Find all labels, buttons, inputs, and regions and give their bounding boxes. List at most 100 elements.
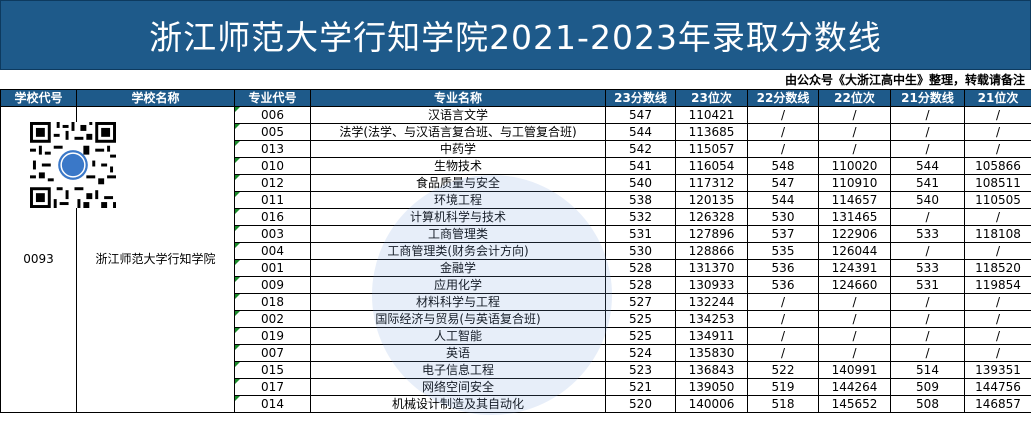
rank-21-cell: /: [964, 344, 1031, 362]
score-23-cell: 547: [605, 106, 676, 124]
rank-22-cell: 131465: [818, 208, 891, 226]
rank-23-cell: 126328: [675, 208, 748, 226]
column-header[interactable]: 22分数线: [747, 89, 819, 107]
score-23-cell: 525: [605, 327, 676, 345]
column-header[interactable]: 专业名称: [310, 89, 606, 107]
column-header[interactable]: 专业代号: [234, 89, 311, 107]
qr-code: [30, 122, 116, 208]
rank-23-cell: 127896: [675, 225, 748, 243]
score-21-cell: /: [890, 123, 965, 141]
major-code-cell: 010: [234, 157, 311, 175]
rank-23-cell: 128866: [675, 242, 748, 260]
rank-21-cell: /: [964, 310, 1031, 328]
score-23-cell: 528: [605, 276, 676, 294]
major-code-cell: 003: [234, 225, 311, 243]
table-header-row: 学校代号 学校名称 专业代号 专业名称 23分数线 23位次 22分数线 22位…: [0, 89, 1031, 107]
rank-22-cell: 114657: [818, 191, 891, 209]
major-code-cell: 015: [234, 361, 311, 379]
score-22-cell: /: [747, 140, 819, 158]
rank-21-cell: 105866: [964, 157, 1031, 175]
table-row: 003 工商管理类 531 127896 537 122906 533 118108: [1, 225, 1031, 243]
score-21-cell: /: [890, 293, 965, 311]
score-23-cell: 544: [605, 123, 676, 141]
major-name-cell: 食品质量与安全: [310, 174, 606, 192]
score-22-cell: /: [747, 344, 819, 362]
major-code-cell: 019: [234, 327, 311, 345]
rank-22-cell: /: [818, 123, 891, 141]
major-name-cell: 环境工程: [310, 191, 606, 209]
major-name-cell: 工商管理类(财务会计方向): [310, 242, 606, 260]
score-23-cell: 521: [605, 378, 676, 396]
rank-23-cell: 115057: [675, 140, 748, 158]
major-code-cell: 013: [234, 140, 311, 158]
rank-22-cell: 110020: [818, 157, 891, 175]
score-21-cell: 533: [890, 259, 965, 277]
major-name-cell: 汉语言文学: [310, 106, 606, 124]
rank-23-cell: 134253: [675, 310, 748, 328]
score-23-cell: 528: [605, 259, 676, 277]
score-23-cell: 530: [605, 242, 676, 260]
score-21-cell: /: [890, 344, 965, 362]
score-21-cell: 533: [890, 225, 965, 243]
score-21-cell: /: [890, 310, 965, 328]
rank-21-cell: /: [964, 123, 1031, 141]
column-header[interactable]: 22位次: [818, 89, 891, 107]
column-header[interactable]: 23位次: [675, 89, 748, 107]
score-21-cell: 509: [890, 378, 965, 396]
school-name-cell: 浙江师范大学行知学院: [76, 106, 235, 413]
column-header[interactable]: 学校代号: [0, 89, 77, 107]
rank-22-cell: 140991: [818, 361, 891, 379]
rank-21-cell: /: [964, 293, 1031, 311]
score-23-cell: 520: [605, 395, 676, 413]
table-row: 005 法学(法学、与汉语言复合班、与工管复合班) 544 113685// / /: [1, 123, 1031, 141]
score-23-cell: 531: [605, 225, 676, 243]
score-23-cell: 542: [605, 140, 676, 158]
score-21-cell: 540: [890, 191, 965, 209]
column-header[interactable]: 21位次: [964, 89, 1031, 107]
rank-22-cell: 124660: [818, 276, 891, 294]
score-23-cell: 524: [605, 344, 676, 362]
major-name-cell: 国际经济与贸易(与英语复合班): [310, 310, 606, 328]
rank-21-cell: 119854: [964, 276, 1031, 294]
column-header[interactable]: 23分数线: [605, 89, 676, 107]
table-row: 002 国际经济与贸易(与英语复合班) 525 134253// / /: [1, 310, 1031, 328]
score-21-cell: /: [890, 242, 965, 260]
rank-21-cell: /: [964, 208, 1031, 226]
score-22-cell: 519: [747, 378, 819, 396]
table-row: 009 应用化学 528 130933 536 124660 531 119854: [1, 276, 1031, 294]
score-23-cell: 538: [605, 191, 676, 209]
score-22-cell: 547: [747, 174, 819, 192]
rank-23-cell: 130933: [675, 276, 748, 294]
rank-23-cell: 116054: [675, 157, 748, 175]
rank-22-cell: 144264: [818, 378, 891, 396]
table-row: 0093 浙江师范大学行知学院 006 汉语言文学 547 110421// / /: [0, 106, 1031, 413]
rank-21-cell: 139351: [964, 361, 1031, 379]
rank-23-cell: 110421: [675, 106, 748, 124]
rank-23-cell: 134911: [675, 327, 748, 345]
rank-21-cell: /: [964, 242, 1031, 260]
rank-23-cell: 113685: [675, 123, 748, 141]
score-22-cell: /: [747, 106, 819, 124]
score-23-cell: 523: [605, 361, 676, 379]
column-header[interactable]: 学校名称: [76, 89, 235, 107]
rank-21-cell: 110505: [964, 191, 1031, 209]
table-row: 001 金融学 528 131370 536 124391 533 118520: [1, 259, 1031, 277]
major-code-cell: 006: [234, 106, 311, 124]
table-row: 017 网络空间安全 521 139050 519 144264 509 144756: [1, 378, 1031, 396]
rank-22-cell: /: [818, 344, 891, 362]
major-name-cell: 人工智能: [310, 327, 606, 345]
major-name-cell: 工商管理类: [310, 225, 606, 243]
major-name-cell: 材料科学与工程: [310, 293, 606, 311]
rank-22-cell: 124391: [818, 259, 891, 277]
major-name-cell: 法学(法学、与汉语言复合班、与工管复合班): [310, 123, 606, 141]
major-code-cell: 014: [234, 395, 311, 413]
rank-22-cell: /: [818, 327, 891, 345]
admission-score-table: 学校代号 学校名称 专业代号 专业名称 23分数线 23位次 22分数线 22位…: [0, 89, 1031, 413]
source-note: 由公众号《大浙江高中生》整理，转载请备注: [784, 73, 1025, 87]
column-header[interactable]: 21分数线: [890, 89, 965, 107]
rank-22-cell: 145652: [818, 395, 891, 413]
major-name-cell: 生物技术: [310, 157, 606, 175]
score-23-cell: 540: [605, 174, 676, 192]
rank-22-cell: /: [818, 293, 891, 311]
score-22-cell: /: [747, 293, 819, 311]
